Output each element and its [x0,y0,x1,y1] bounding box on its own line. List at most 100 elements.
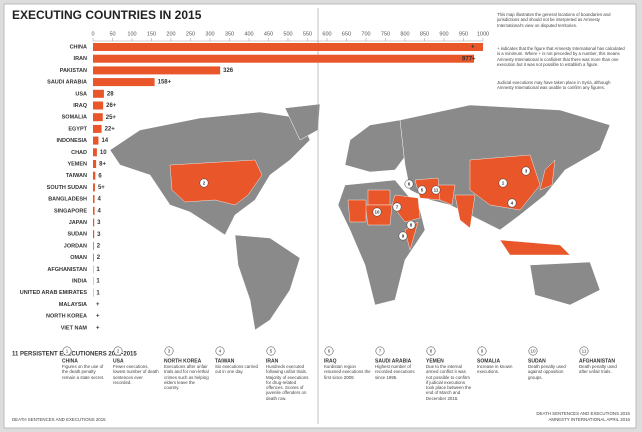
map-marker-number: 6 [408,181,411,186]
bar [93,195,95,204]
value-label: 158+ [158,80,172,86]
item-circle [324,346,334,356]
x-tick-label: 350 [225,31,234,37]
category-label: AFGHANISTAN [47,267,87,273]
item-text-box: Six executions carried out in one day. [215,364,258,374]
x-tick-label: 950 [459,31,468,37]
item-number: 8 [430,348,433,353]
value-label: + [96,325,100,331]
value-label: 8+ [99,162,106,168]
item-name: IRAN [266,358,279,364]
value-label: + [96,302,100,308]
value-label: 28 [107,91,114,97]
value-label: 4 [98,197,102,203]
item-name: YEMEN [426,358,444,364]
x-tick-label: 250 [186,31,195,37]
map-marker-number: 9 [402,233,405,238]
persistent-title: 11 PERSISTENT EXECUTIONERS 2011-2015 [12,352,137,358]
value-label: 22+ [105,126,116,132]
item-text: Figures on the use of the death penalty … [62,364,105,380]
item-text: Highest number of recorded executions si… [375,364,415,380]
note: This map illustrates the general locatio… [497,12,611,28]
note-text: This map illustrates the general locatio… [497,12,611,28]
x-tick-label: 900 [439,31,448,37]
item-text: Death penalty used after unfair trials. [579,364,617,375]
map-marker-number: 3 [525,168,528,173]
map-marker-number: 5 [421,187,424,192]
x-tick-label: 150 [147,31,156,37]
item-number: 4 [219,348,222,353]
item-number: 6 [328,348,331,353]
x-tick-label: 200 [166,31,175,37]
item-number: 10 [530,348,536,353]
category-label: SOMALIA [62,115,87,121]
bar [93,253,94,262]
value-label: 1 [96,290,100,296]
category-label: INDIA [72,278,87,284]
value-label: 14 [101,138,108,144]
item-text: Executions after unfair trials and for n… [164,364,209,391]
category-label: YEMEN [67,161,87,167]
world-map [109,103,611,331]
item-circle [215,346,225,356]
bar [93,66,221,75]
category-label: JORDAN [64,243,87,249]
value-label: 3 [97,232,101,238]
item-circle [266,346,276,356]
note-text: Judicial executions may have taken place… [497,80,611,91]
value-label: 2 [97,243,101,249]
item-text: Kurdistan region resumed executions the … [324,364,371,380]
x-tick-label: 0 [91,31,94,37]
item-text: Death penalty used against opposition gr… [528,364,566,380]
bar [93,89,104,98]
x-tick-label: 850 [420,31,429,37]
category-label: IRAQ [73,103,87,109]
footer-left: DEATH SENTENCES AND EXECUTIONS 2015 [12,417,106,422]
map-marker-number: 1 [502,180,505,185]
map-marker [521,166,531,176]
map-marker [417,185,427,195]
category-label: INDONESIA [56,138,87,144]
bar [93,206,95,215]
category-label: EGYPT [68,126,87,132]
item-name: IRAQ [324,358,337,364]
x-tick-label: 300 [205,31,214,37]
item-name: TAIWAN [215,358,235,364]
bar [93,171,96,180]
item-name: SUDAN [528,358,546,364]
x-tick-label: 500 [283,31,292,37]
value-label: 4 [98,208,102,214]
footer-right: DEATH SENTENCES AND EXECUTIONS 2015 [536,411,630,416]
x-tick-label: 700 [361,31,370,37]
value-label: 326 [223,68,234,74]
bar [93,241,94,250]
map-marker [398,231,408,241]
item-text: Hundreds executed following unfair trial… [266,364,309,401]
item-text-box: Death penalty used after unfair trials. [579,364,617,375]
x-tick-label: 50 [109,31,115,37]
value-label: 10 [100,150,107,156]
item-text-box: Fewer executions, lowest number of death… [113,364,159,385]
item-circle [426,346,436,356]
bar [93,160,97,168]
x-tick-label: 750 [381,31,390,37]
bar [93,78,155,87]
item-name: CHINA [62,358,78,364]
value-label: 3 [97,220,101,226]
map-marker [372,207,382,217]
category-label: BANGLADESH [48,197,87,203]
category-label: OMAN [70,255,87,261]
item-text-box: Highest number of recorded executions si… [375,364,415,380]
value-label: 977+ [462,56,476,62]
category-label: SOUTH SUDAN [47,185,87,191]
item-name: AFGHANISTAN [579,358,615,364]
item-text-box: Executions after unfair trials and for n… [164,364,209,391]
map-marker [498,178,508,188]
category-label: IRAN [74,56,87,62]
map-marker [199,178,209,188]
map-marker [404,179,414,189]
bar [93,54,475,63]
item-text-box: Figures on the use of the death penalty … [62,364,105,380]
map-marker-number: 2 [203,180,206,185]
